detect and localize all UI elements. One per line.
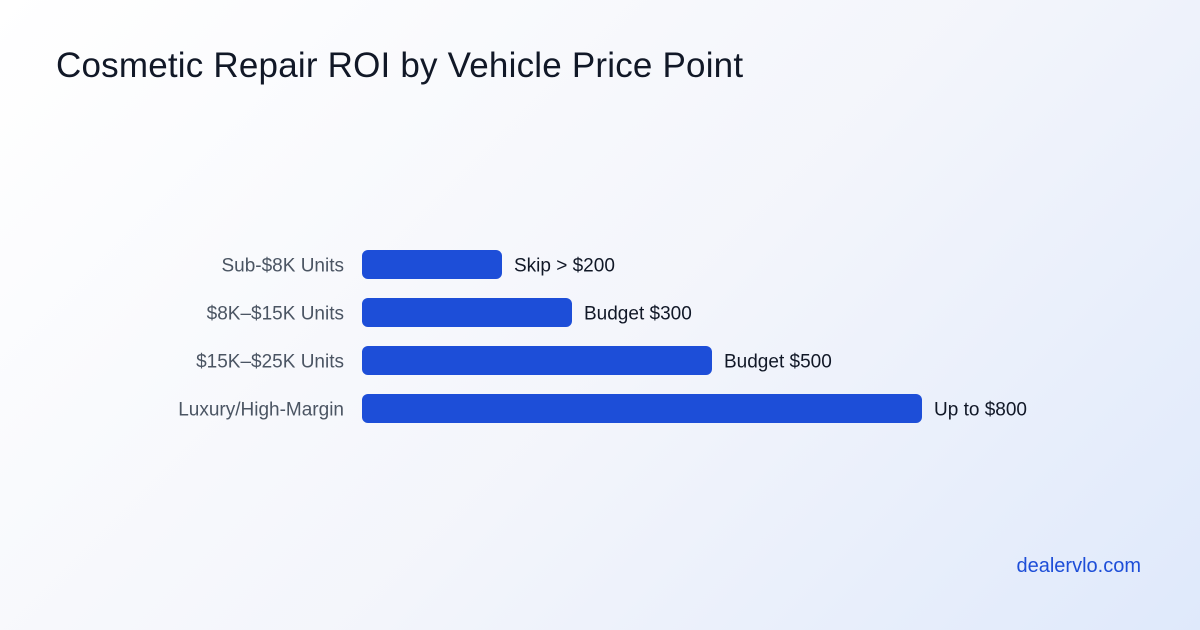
- bars-group: Sub-$8K Units Skip > $200 $8K–$15K Units Bu…: [178, 250, 1027, 423]
- category-label: Luxury/High-Margin: [178, 400, 344, 421]
- bar: [362, 394, 922, 423]
- category-label: $8K–$15K Units: [207, 304, 344, 325]
- category-label: $15K–$25K Units: [196, 352, 344, 373]
- bar: [362, 298, 572, 327]
- bar: [362, 346, 712, 375]
- bar: [362, 250, 502, 279]
- data-label: Skip > $200: [514, 256, 615, 277]
- category-label: Sub-$8K Units: [221, 256, 344, 277]
- brand-link[interactable]: dealervlo.com: [1016, 555, 1141, 577]
- data-label: Budget $500: [724, 352, 832, 373]
- data-label: Up to $800: [934, 400, 1027, 421]
- chart-title: Cosmetic Repair ROI by Vehicle Price Poi…: [56, 46, 744, 85]
- data-label: Budget $300: [584, 304, 692, 325]
